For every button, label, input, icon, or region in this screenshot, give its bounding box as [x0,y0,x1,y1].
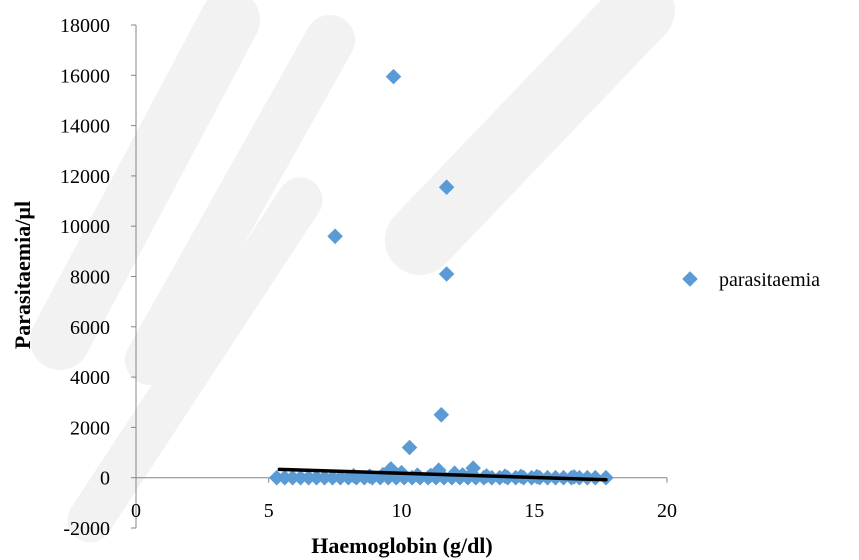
watermark-stroke [385,0,675,275]
y-tick-label: 2000 [70,417,110,439]
data-point [327,228,343,245]
y-tick-labels: -2000 0 2000 4000 6000 8000 10000 12000 14000 160… [60,15,110,540]
x-axis-label: Haemoglobin (g/dl) [311,533,493,558]
trendline [277,467,608,482]
legend-marker-parasitaemia [682,271,698,287]
x-tick-label: 15 [524,500,544,522]
watermark [30,0,675,543]
data-point [401,439,418,456]
watermark-stroke [125,15,355,385]
y-tick-label: 16000 [60,65,110,87]
legend-label-parasitaemia: parasitaemia [719,269,820,291]
data-point [385,68,402,85]
y-axis-label: Parasitaemia/µl [10,201,35,349]
trendline-line [277,467,608,482]
y-tick-label: 8000 [70,267,110,289]
y-tick-label: 4000 [70,367,110,389]
y-tick-label: -2000 [63,518,110,540]
x-tick-label: 5 [264,500,274,522]
x-tick-labels: 0 5 10 15 20 [131,500,677,522]
y-tick-label: 14000 [60,116,110,138]
y-tick-label: 10000 [60,216,110,238]
data-point [438,266,455,282]
watermark-stroke [30,0,260,370]
data-point [433,407,450,423]
legend: parasitaemia [682,269,820,291]
x-tick-label: 0 [131,500,141,522]
y-tick-label: 18000 [60,15,110,37]
y-tick-label: 12000 [60,166,110,188]
y-tick-label: 6000 [70,317,110,339]
y-tick-label: 0 [100,468,110,490]
data-point [598,469,614,486]
watermark-stroke [67,177,323,543]
x-tick-label: 10 [392,500,412,522]
x-tick-label: 20 [657,500,677,522]
